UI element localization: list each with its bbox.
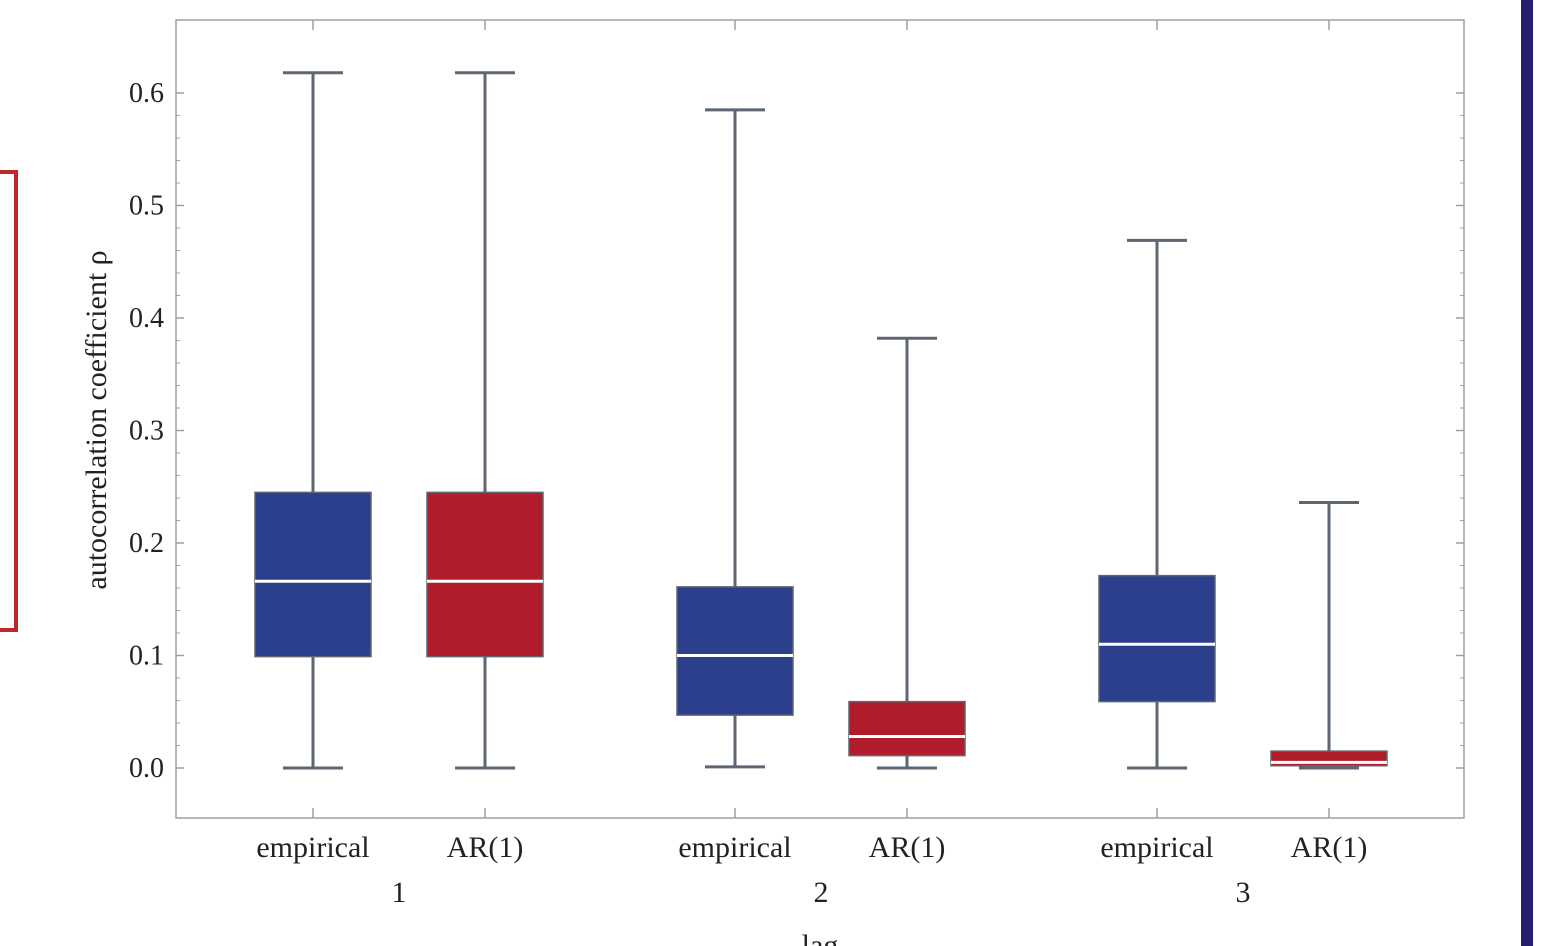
box-empirical-lag-3 (1098, 574, 1216, 703)
y-tick-label: 0.2 (129, 528, 164, 559)
box-empirical-lag-2 (676, 586, 794, 716)
plot-frame (175, 19, 1465, 819)
y-axis-title: autocorrelation coefficient ρ (80, 250, 113, 589)
right-navy-bar (1521, 0, 1533, 946)
x-category-label: empirical (678, 831, 791, 864)
y-tick-label: 0.5 (129, 191, 164, 222)
x-category-label: empirical (1100, 831, 1213, 864)
x-group-label-lag-3: 3 (1236, 876, 1251, 909)
y-tick-label: 0.0 (129, 753, 164, 784)
x-category-label: empirical (256, 831, 369, 864)
y-tick-label: 0.4 (129, 303, 164, 334)
box-empirical-lag-1 (254, 491, 372, 658)
x-category-label: AR(1) (869, 831, 946, 864)
y-tick-label: 0.3 (129, 416, 164, 447)
y-tick-label: 0.1 (129, 641, 164, 672)
left-red-bracket (0, 170, 18, 632)
y-tick-label: 0.6 (129, 78, 164, 109)
x-group-label-lag-1: 1 (392, 876, 407, 909)
x-category-label: AR(1) (447, 831, 524, 864)
x-group-label-lag-2: 2 (814, 876, 829, 909)
box-ar1-lag-2 (848, 700, 966, 757)
x-axis-title: lag (802, 929, 839, 946)
x-axis: empirical AR(1) 1 empirical AR(1) 2 empirical A… (256, 20, 1367, 909)
y-axis: 0.0 0.1 0.2 0.3 0.4 0.5 0.6 (129, 78, 1464, 784)
x-category-label: AR(1) (1291, 831, 1368, 864)
box-ar1-lag-1 (426, 491, 544, 658)
box-series (254, 71, 1388, 770)
